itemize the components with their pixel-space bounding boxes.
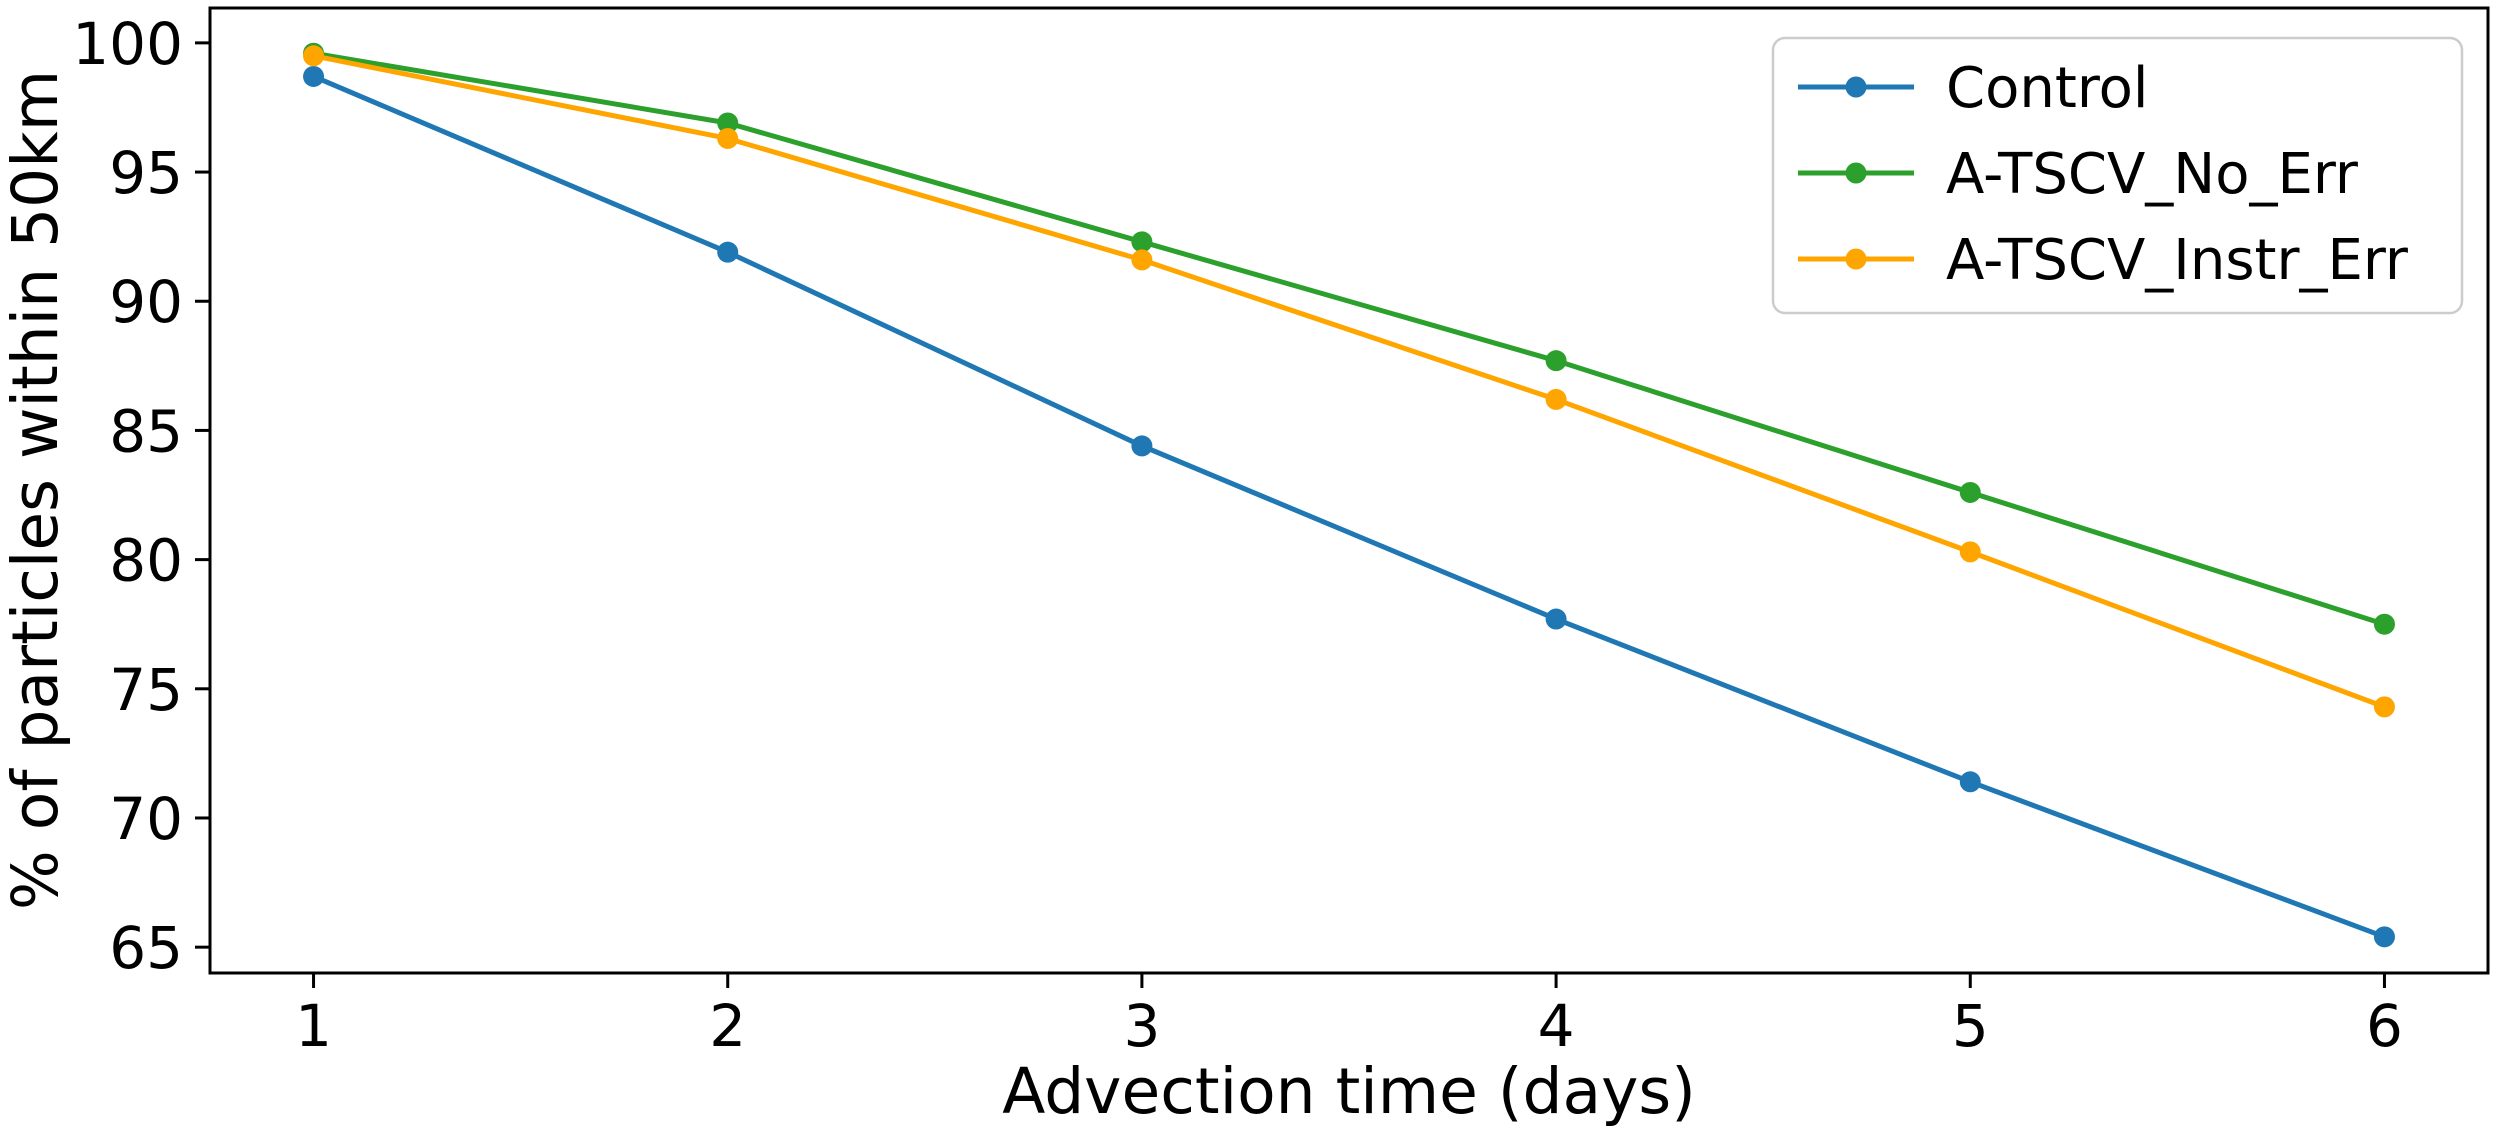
x-tick-label: 5 xyxy=(1952,992,1989,1060)
legend-box xyxy=(1771,36,2464,315)
legend-label-a-tscv-no-err: A-TSCV_No_Err xyxy=(1946,142,2359,207)
legend-entry-a-tscv-instr-err: A-TSCV_Instr_Err xyxy=(1798,228,2409,293)
y-tick-label: 95 xyxy=(109,139,183,207)
x-axis-label: Advection time (days) xyxy=(1002,1055,1696,1128)
data-point-a-tscv-no-err-day-6 xyxy=(2373,613,2395,635)
y-tick-label: 100 xyxy=(72,10,183,78)
data-point-control-day-4 xyxy=(1545,608,1567,630)
data-point-a-tscv-instr-err-day-3 xyxy=(1131,249,1153,271)
y-axis: 100 95 90 85 80 75 70 65 xyxy=(72,10,210,982)
y-tick-label: 70 xyxy=(109,785,183,853)
data-point-a-tscv-instr-err-day-5 xyxy=(1959,541,1981,563)
data-point-control-day-2 xyxy=(717,241,739,263)
x-tick-label: 3 xyxy=(1123,992,1160,1060)
x-axis: 1 2 3 4 5 6 xyxy=(295,973,2403,1060)
legend: Control A-TSCV_No_Err A-TSCV_Instr_Err xyxy=(1771,36,2464,315)
y-tick-label: 65 xyxy=(109,914,183,982)
data-point-a-tscv-no-err-day-2 xyxy=(717,112,739,134)
y-axis-label: % of particles within 50km xyxy=(0,70,72,910)
legend-marker-a-tscv-no-err xyxy=(1845,162,1867,184)
y-tick-label: 90 xyxy=(109,268,183,336)
x-tick-label: 6 xyxy=(2366,992,2403,1060)
legend-entry-a-tscv-no-err: A-TSCV_No_Err xyxy=(1798,142,2359,207)
x-tick-label: 1 xyxy=(295,992,332,1060)
series-a-tscv-instr-err xyxy=(303,45,2395,718)
legend-marker-control xyxy=(1845,76,1867,98)
legend-entry-control: Control xyxy=(1798,56,2148,121)
plot-frame xyxy=(208,6,2490,975)
data-point-a-tscv-instr-err-day-2 xyxy=(717,127,739,149)
legend-label-control: Control xyxy=(1946,56,2148,121)
y-tick-label: 80 xyxy=(109,527,183,595)
x-tick-label: 4 xyxy=(1538,992,1575,1060)
data-point-control-day-1 xyxy=(303,65,325,87)
x-tick-label: 2 xyxy=(709,992,746,1060)
y-tick-label: 85 xyxy=(109,397,183,465)
series-group xyxy=(303,42,2395,948)
data-point-a-tscv-instr-err-day-6 xyxy=(2373,696,2395,718)
legend-marker-a-tscv-instr-err xyxy=(1845,248,1867,270)
data-point-control-day-3 xyxy=(1131,435,1153,457)
data-point-a-tscv-instr-err-day-1 xyxy=(303,45,325,67)
data-point-a-tscv-no-err-day-3 xyxy=(1131,231,1153,253)
data-point-a-tscv-instr-err-day-4 xyxy=(1545,388,1567,410)
y-tick-label: 75 xyxy=(109,656,183,724)
series-line-control xyxy=(312,74,2386,940)
data-point-control-day-5 xyxy=(1959,771,1981,793)
data-point-control-day-6 xyxy=(2373,926,2395,948)
series-control xyxy=(303,65,2395,948)
series-line-a-tscv-no-err xyxy=(313,50,2386,627)
data-point-a-tscv-no-err-day-4 xyxy=(1545,350,1567,372)
legend-label-a-tscv-instr-err: A-TSCV_Instr_Err xyxy=(1946,228,2409,293)
data-point-a-tscv-no-err-day-5 xyxy=(1959,481,1981,503)
series-line-a-tscv-instr-err xyxy=(313,53,2386,710)
